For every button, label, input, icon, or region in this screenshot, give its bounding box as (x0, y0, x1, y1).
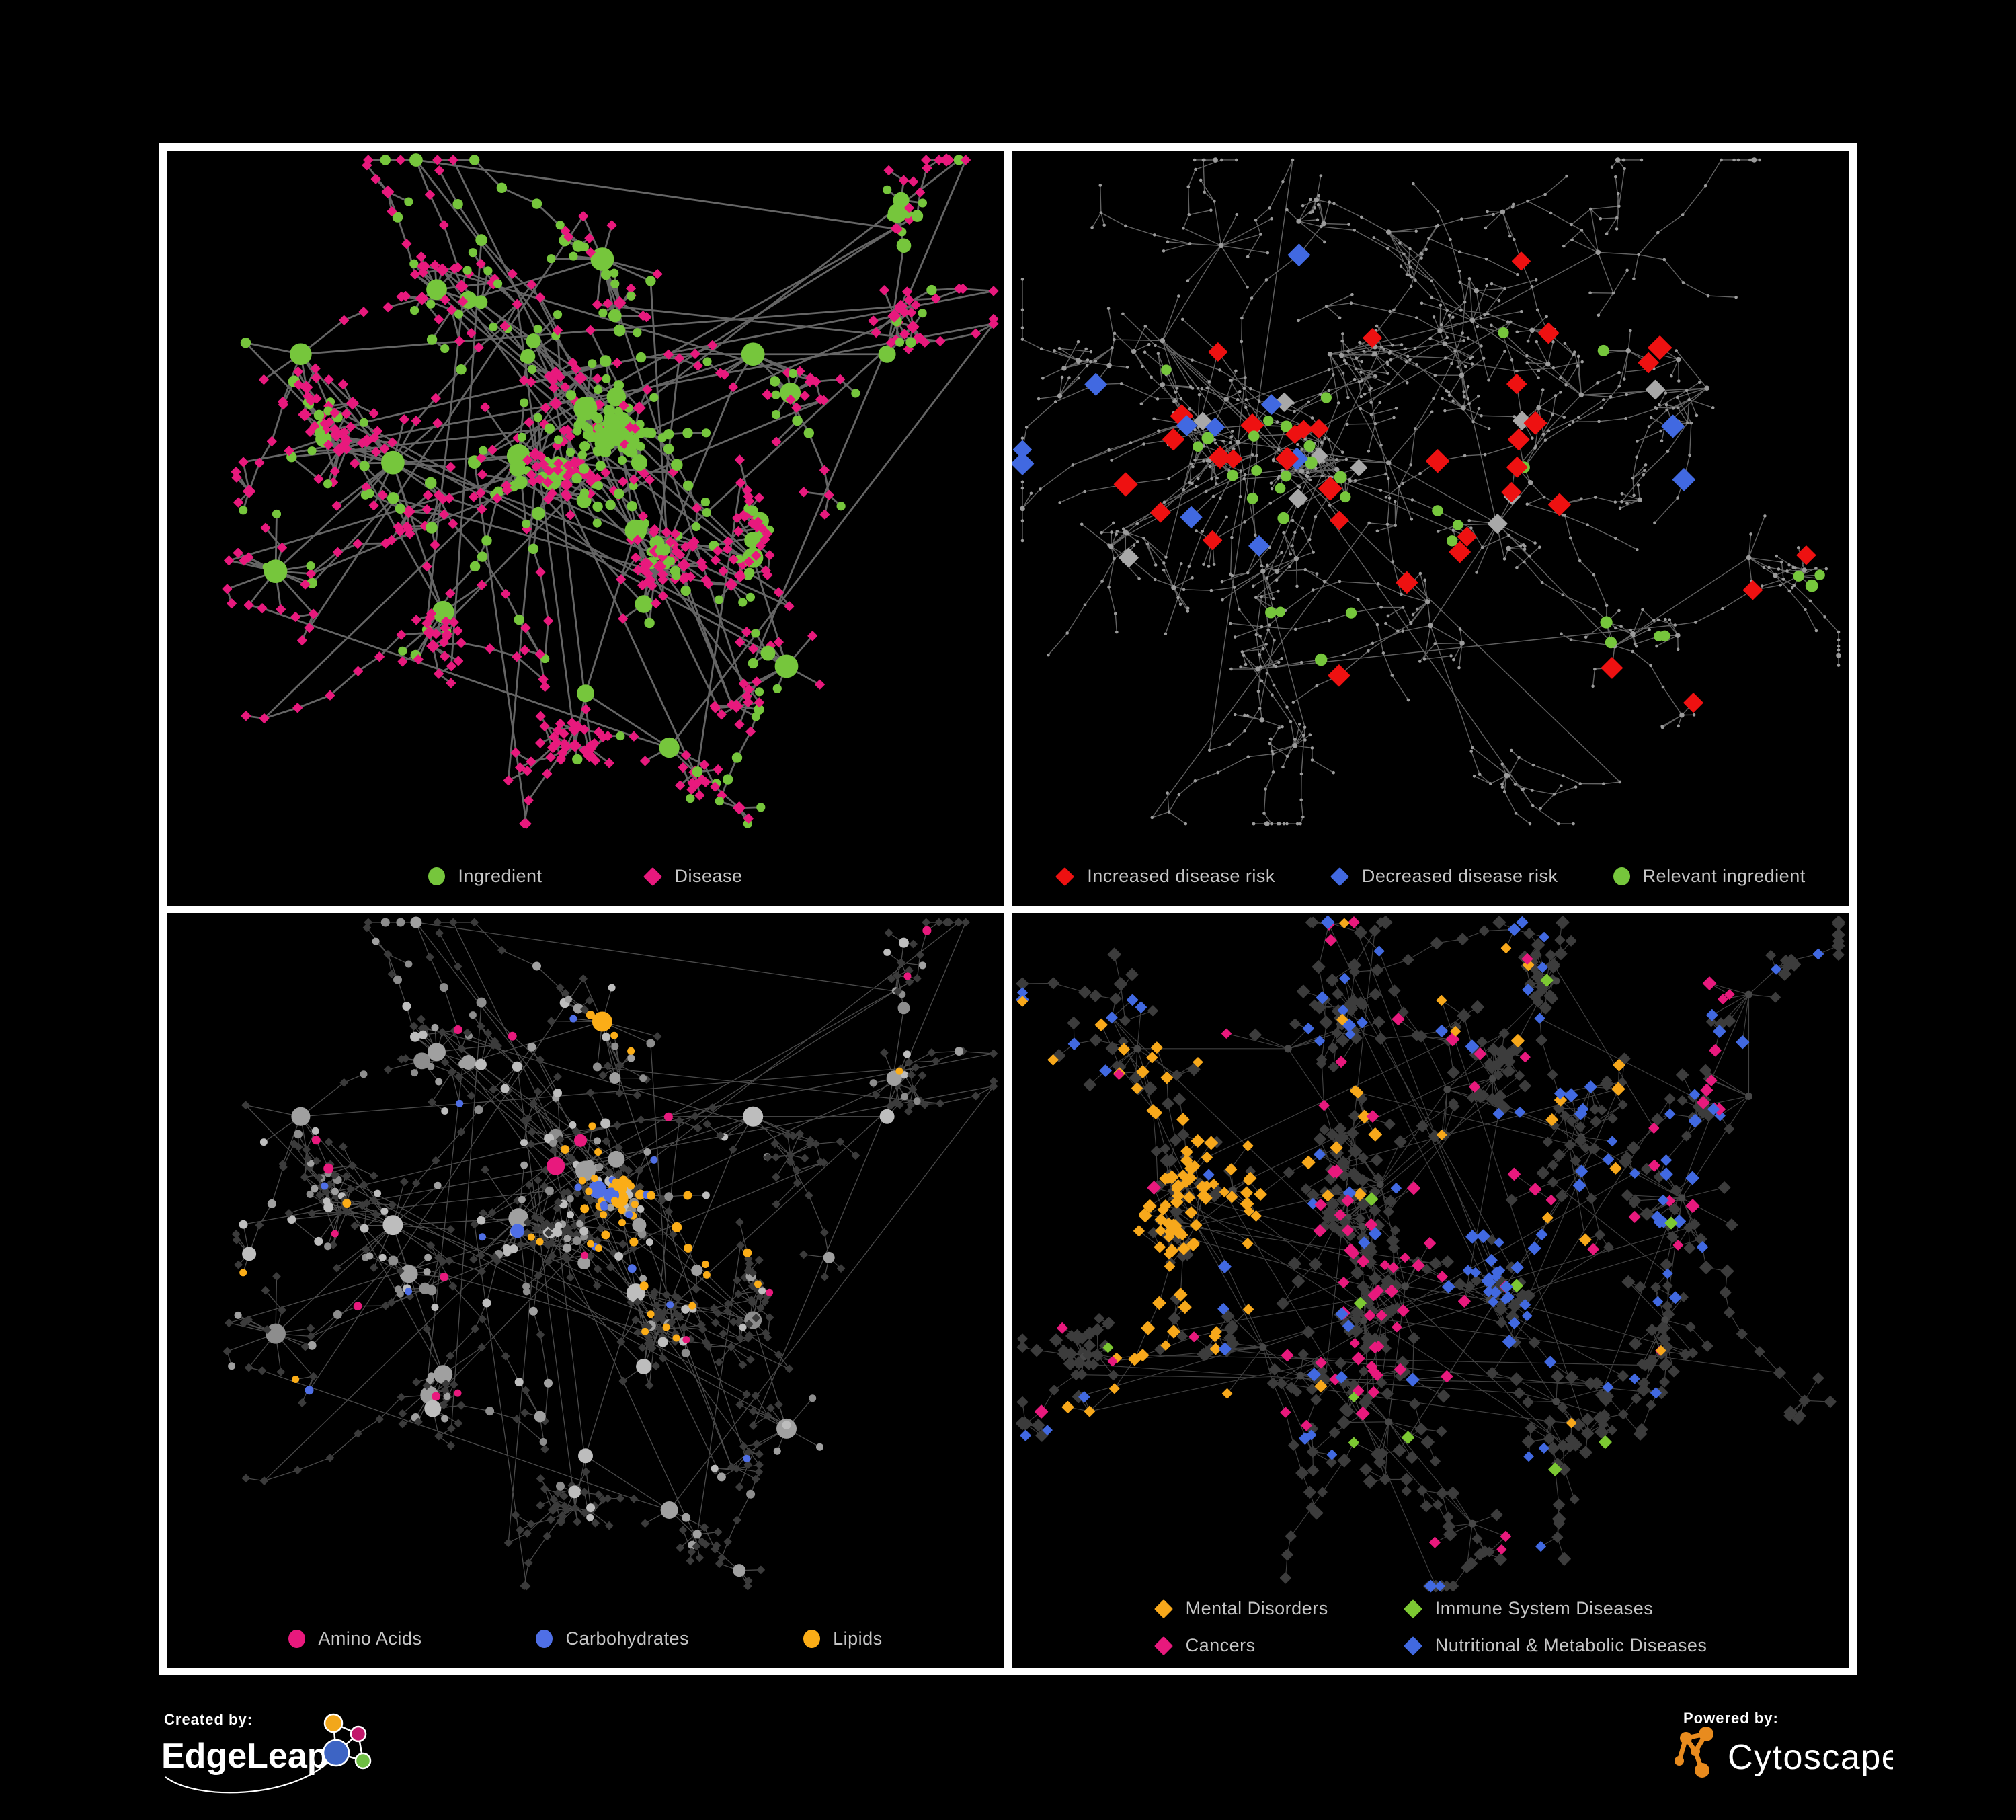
legend-label: Increased disease risk (1087, 866, 1275, 886)
cytoscape-network-icon (1675, 1727, 1713, 1778)
immune-diseases-diamond-icon (1403, 1599, 1422, 1618)
panel-grid-frame: Ingredient Disease Increased disease ris… (159, 143, 1857, 1675)
cytoscape-branding: Powered by: Cytoscape (1671, 1710, 1901, 1794)
ingredient-circle-icon (428, 867, 446, 885)
panel-disease-categories: Mental Disorders Immune System Diseases … (1012, 913, 1849, 1668)
glyph-amber-node (323, 1713, 344, 1733)
legend-item-ingredient: Ingredient (428, 866, 542, 887)
legend-label: Nutritional & Metabolic Diseases (1435, 1635, 1707, 1655)
carbohydrates-circle-icon (536, 1630, 553, 1648)
ingredient-disease-network-graph (222, 153, 999, 829)
legend-item-lipids: Lipids (803, 1628, 883, 1649)
legend-item-mental-disorders: Mental Disorders (1154, 1598, 1328, 1619)
legend-item-nutritional-metabolic: Nutritional & Metabolic Diseases (1403, 1635, 1707, 1656)
disease-risk-network-graph (1012, 157, 1841, 826)
amino-acids-circle-icon (288, 1630, 306, 1648)
mental-disorders-diamond-icon (1154, 1599, 1173, 1618)
legend-item-carbohydrates: Carbohydrates (536, 1628, 689, 1649)
legend-label: Immune System Diseases (1435, 1598, 1654, 1618)
legend-label: Amino Acids (318, 1628, 422, 1649)
panel-ingredient-disease: Ingredient Disease (167, 151, 1004, 906)
powered-by-label: Powered by: (1683, 1710, 1779, 1727)
legend-label: Ingredient (458, 866, 542, 886)
legend-item-immune-diseases: Immune System Diseases (1403, 1598, 1707, 1619)
legend-item-cancers: Cancers (1154, 1635, 1328, 1656)
legend-item-increased-risk: Increased disease risk (1055, 866, 1275, 887)
legend-label: Decreased disease risk (1361, 866, 1558, 886)
edgeleap-swoosh (165, 1760, 330, 1794)
glyph-green-node (354, 1752, 372, 1770)
legend-label: Disease (674, 866, 743, 886)
decreased-risk-diamond-icon (1330, 867, 1350, 886)
disease-category-network-graph (1016, 915, 1845, 1593)
relevant-ingredient-circle-icon (1613, 867, 1630, 885)
legend-label: Mental Disorders (1185, 1598, 1328, 1618)
disease-diamond-icon (643, 867, 662, 886)
lipids-circle-icon (803, 1630, 821, 1648)
cancers-diamond-icon (1154, 1636, 1173, 1655)
cytoscape-logo: Powered by: Cytoscape (1675, 1710, 1901, 1778)
panel-disease-risk: Increased disease risk Decreased disease… (1012, 151, 1849, 906)
edgeleap-network-glyph (165, 1713, 372, 1794)
created-by-label: Created by: (164, 1711, 253, 1728)
legend-label: Lipids (833, 1628, 883, 1649)
nutritional-metabolic-diamond-icon (1403, 1636, 1422, 1655)
increased-risk-diamond-icon (1055, 867, 1075, 886)
legend-disease-categories: Mental Disorders Immune System Diseases … (1012, 1598, 1849, 1656)
edgeleap-branding: Created by: EdgeLeap (160, 1710, 402, 1814)
cytoscape-wordmark: Cytoscape (1728, 1738, 1893, 1777)
legend-item-decreased-risk: Decreased disease risk (1330, 866, 1558, 887)
edgeleap-wordmark: EdgeLeap (161, 1737, 329, 1776)
nutrient-class-network-graph (223, 916, 998, 1591)
glyph-magenta-node (350, 1725, 367, 1743)
legend-label: Relevant ingredient (1642, 866, 1806, 886)
legend-item-relevant-ingredient: Relevant ingredient (1613, 866, 1806, 887)
legend-label: Carbohydrates (565, 1628, 690, 1649)
legend-nutrient-classes: Amino Acids Carbohydrates Lipids (167, 1628, 1004, 1649)
legend-item-disease: Disease (643, 866, 743, 887)
glyph-blue-node (322, 1739, 350, 1767)
legend-item-amino-acids: Amino Acids (288, 1628, 421, 1649)
legend-label: Cancers (1185, 1635, 1256, 1655)
legend-ingredient-disease: Ingredient Disease (167, 866, 1004, 887)
edgeleap-logo: Created by: EdgeLeap (161, 1711, 372, 1794)
panel-nutrient-classes: Amino Acids Carbohydrates Lipids (167, 913, 1004, 1668)
legend-disease-risk: Increased disease risk Decreased disease… (1012, 866, 1849, 887)
